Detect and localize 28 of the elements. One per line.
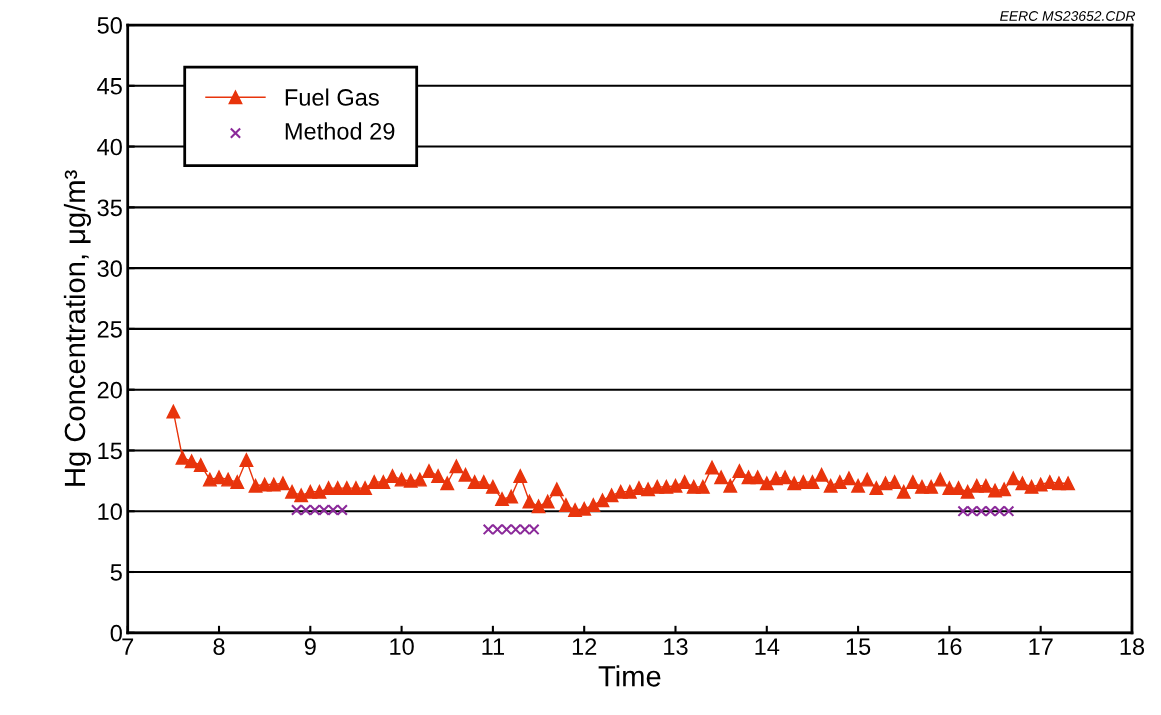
x-tick-label: 8 (213, 638, 225, 655)
x-tick-label: 17 (1029, 638, 1053, 655)
text: EERC MS23652.CDR (1000, 11, 1136, 21)
y-tick-label: 5 (110, 564, 122, 581)
legend-label: Fuel Gas (285, 88, 379, 106)
y-tick-label: 25 (97, 320, 122, 338)
y-tick-label: 35 (97, 199, 122, 217)
y-tick-label: 30 (97, 260, 122, 277)
y-tick-label: 20 (97, 381, 122, 399)
x-tick-label: 13 (664, 638, 688, 655)
y-tick-label: 50 (97, 17, 122, 34)
x-tick-label: 7 (122, 638, 134, 655)
x-tick-label: 11 (482, 638, 505, 655)
y-axis-title: Hg Concentration, μg/m³ (63, 170, 92, 486)
x-axis-title: Time (598, 665, 661, 687)
y-tick-label: 15 (98, 442, 122, 460)
y-tick-label: 0 (110, 624, 122, 642)
x-tick-label: 16 (938, 638, 962, 655)
y-tick-label: 10 (98, 503, 122, 521)
x-tick-label: 18 (1120, 638, 1145, 655)
x-tick-label: 14 (755, 638, 780, 655)
x-tick-label: 9 (304, 638, 316, 655)
x-tick-label: 10 (390, 638, 414, 655)
x-tick-label: 15 (846, 638, 871, 655)
y-tick-label: 45 (97, 78, 122, 95)
x-tick-label: 12 (572, 638, 597, 655)
legend-label: Method 29 (285, 122, 395, 140)
y-tick-label: 40 (97, 138, 122, 156)
